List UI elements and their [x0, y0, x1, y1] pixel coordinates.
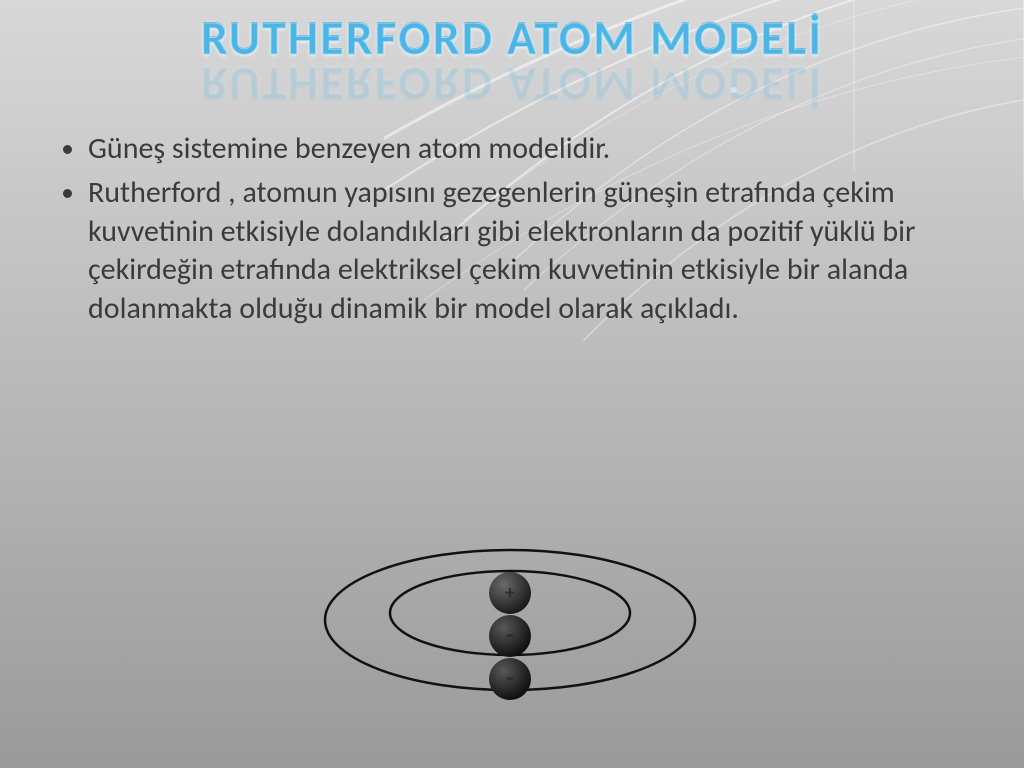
- electron-2-label: -: [506, 661, 514, 693]
- body-text: Güneş sistemine benzeyen atom modelidir.…: [54, 130, 944, 334]
- bullet-2: Rutherford , atomun yapısını gezegenleri…: [88, 174, 944, 328]
- nucleus-label: +: [505, 581, 515, 605]
- slide: RUTHERFORD ATOM MODELİ RUTHERFORD ATOM M…: [0, 0, 1024, 768]
- slide-title-reflection: RUTHERFORD ATOM MODELİ: [0, 55, 1024, 114]
- bullet-1: Güneş sistemine benzeyen atom modelidir.: [88, 130, 944, 168]
- atom-diagram: + - -: [310, 530, 710, 750]
- electron-1-label: -: [506, 618, 514, 650]
- title-block: RUTHERFORD ATOM MODELİ RUTHERFORD ATOM M…: [0, 8, 1024, 114]
